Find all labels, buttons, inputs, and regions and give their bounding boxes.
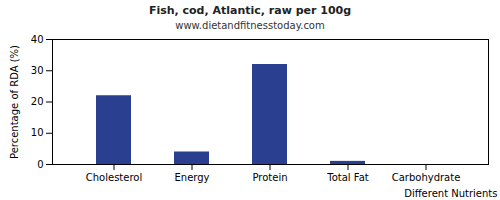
html-text:Fish, cod, Atlantic, raw per 1: Fish, cod, Atlantic, raw per 100g: [148, 4, 352, 17]
svg-text:Carbohydrate: Carbohydrate: [392, 172, 461, 183]
svg-text:20: 20: [31, 96, 44, 107]
svg-text:Different Nutrients: Different Nutrients: [404, 188, 497, 199]
svg-text:0: 0: [37, 159, 43, 170]
svg-text:Percentage of RDA (%): Percentage of RDA (%): [9, 45, 20, 159]
svg-text:Protein: Protein: [252, 172, 287, 183]
svg-text:10: 10: [31, 127, 44, 138]
html-text:www.dietandfitnesstoday.com: www.dietandfitnesstoday.com: [175, 20, 325, 31]
svg-text:Cholesterol: Cholesterol: [86, 172, 142, 183]
svg-text:Total Fat: Total Fat: [326, 172, 368, 183]
svg-text:40: 40: [31, 34, 44, 45]
svg-text:30: 30: [31, 65, 44, 76]
svg-text:Energy: Energy: [174, 172, 209, 183]
